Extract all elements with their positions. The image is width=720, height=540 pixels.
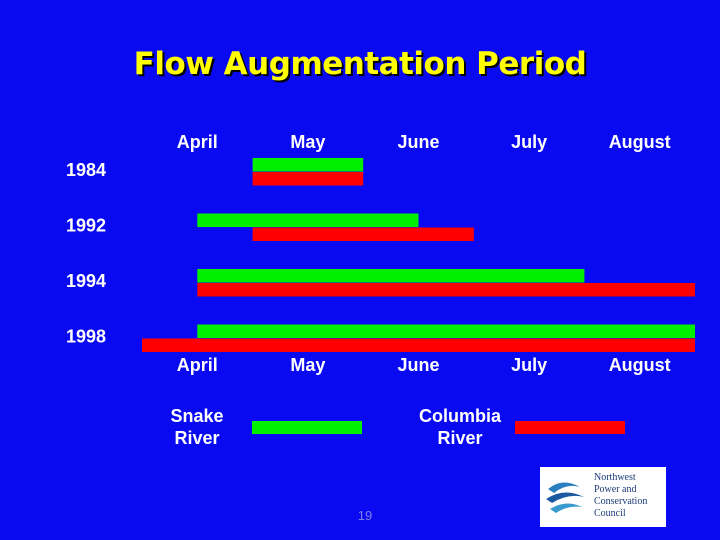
bar <box>197 283 696 297</box>
x-tick-label: August <box>609 355 671 375</box>
x-tick-label: May <box>290 132 325 152</box>
y-tick-label: 1984 <box>66 160 106 180</box>
logo-line: Power and <box>594 484 637 495</box>
bar <box>252 158 364 172</box>
bar <box>252 172 364 186</box>
bar <box>197 324 696 338</box>
x-tick-label: April <box>177 355 218 375</box>
chart-title: Flow Augmentation Period <box>133 46 587 82</box>
logo-icon <box>546 482 584 513</box>
x-tick-label: July <box>511 355 547 375</box>
x-tick-label: May <box>290 355 325 375</box>
bar <box>197 269 585 283</box>
legend-label: Columbia River <box>418 406 501 448</box>
logo-line: Conservation <box>594 496 648 507</box>
x-tick-label: August <box>609 132 671 152</box>
y-tick-label: 1992 <box>66 215 106 235</box>
legend-label: Snake River <box>170 406 224 448</box>
page-number: 19 <box>357 508 373 523</box>
x-tick-label: June <box>397 355 439 375</box>
bar <box>252 227 474 241</box>
logo: Northwest Power and Conservation Council <box>540 467 666 527</box>
x-tick-label: July <box>511 132 547 152</box>
legend-swatch <box>515 421 625 434</box>
logo-line: Northwest <box>594 472 636 483</box>
y-tick-label: 1994 <box>66 271 106 291</box>
legend-swatch <box>252 421 362 434</box>
logo-line: Council <box>594 508 626 519</box>
x-tick-label: April <box>177 132 218 152</box>
bar <box>197 213 419 227</box>
y-tick-label: 1998 <box>66 326 106 346</box>
bar <box>142 338 695 352</box>
x-tick-label: June <box>397 132 439 152</box>
logo-text: Northwest Power and Conservation Council <box>594 472 647 520</box>
